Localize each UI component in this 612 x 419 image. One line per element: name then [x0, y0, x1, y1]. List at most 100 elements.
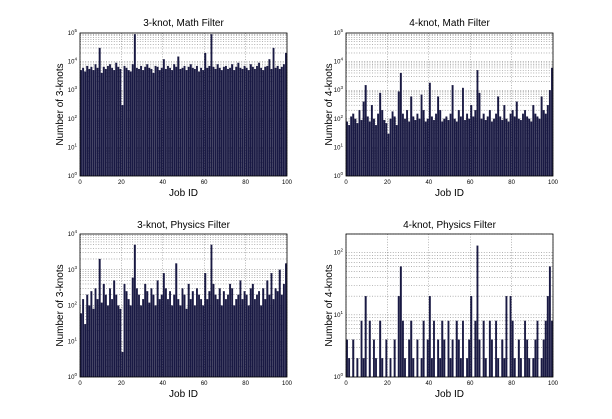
- bar: [501, 120, 504, 177]
- bar: [86, 65, 89, 177]
- bar: [88, 305, 91, 378]
- bar: [98, 258, 101, 378]
- bar: [360, 320, 363, 378]
- bar: [177, 56, 180, 177]
- plot-area: [346, 33, 553, 176]
- bar: [235, 66, 238, 177]
- bar: [441, 320, 444, 378]
- x-tick-labels: 0 20 40 60 80 100: [344, 180, 558, 186]
- bar: [389, 118, 392, 177]
- y-tick-labels: 100 101 102 103 104 105: [334, 28, 344, 180]
- bar: [121, 351, 124, 378]
- x-tick-label: 20: [384, 381, 391, 387]
- bar: [482, 320, 485, 378]
- bar: [546, 296, 549, 378]
- bar: [445, 116, 448, 177]
- bar: [258, 62, 261, 177]
- bar: [470, 105, 473, 177]
- bar: [526, 339, 529, 378]
- bar: [198, 71, 200, 177]
- y-tick-label: 104: [68, 57, 78, 66]
- bar: [519, 358, 522, 378]
- bar: [113, 280, 116, 378]
- bar: [183, 294, 186, 378]
- bar: [370, 105, 373, 177]
- bar: [173, 294, 176, 378]
- bar: [202, 70, 205, 177]
- bar: [260, 305, 263, 378]
- bar: [231, 288, 234, 378]
- bar: [133, 34, 136, 177]
- bar: [490, 339, 493, 378]
- bar: [488, 110, 491, 177]
- bar: [154, 305, 157, 378]
- bar: [106, 65, 109, 177]
- bar: [503, 105, 506, 177]
- axes-frame: [79, 32, 288, 177]
- bar: [472, 116, 475, 177]
- y-tick-label: 103: [68, 85, 78, 94]
- bar: [544, 320, 547, 378]
- bar: [375, 358, 377, 378]
- bar: [129, 71, 132, 177]
- bar: [451, 85, 454, 177]
- bar: [191, 291, 194, 378]
- x-tick-label: 20: [384, 180, 391, 186]
- bar: [420, 358, 423, 378]
- bar: [551, 320, 553, 378]
- bar: [185, 308, 188, 378]
- bar: [381, 110, 384, 177]
- bar: [146, 64, 149, 177]
- bar: [222, 66, 225, 177]
- bar: [179, 305, 182, 378]
- bar: [430, 358, 433, 378]
- y-tick-label: 103: [68, 265, 78, 274]
- bar: [253, 299, 256, 378]
- bar: [231, 64, 234, 177]
- bar: [408, 339, 411, 378]
- bar: [235, 299, 238, 378]
- bar: [175, 263, 178, 378]
- bar: [102, 66, 105, 177]
- x-tick-label: 80: [508, 180, 515, 186]
- bar: [266, 65, 269, 177]
- bar: [428, 82, 431, 177]
- bar: [193, 305, 196, 378]
- bar: [135, 288, 138, 378]
- y-tick-label: 104: [334, 57, 344, 66]
- y-tick-label: 101: [68, 336, 78, 345]
- bar: [381, 358, 384, 378]
- bar: [383, 120, 386, 177]
- y-tick-label: 105: [68, 28, 78, 37]
- bar: [256, 65, 258, 177]
- bar: [144, 66, 147, 177]
- x-axis-label: Job ID: [169, 188, 198, 199]
- bar: [393, 339, 396, 378]
- bar: [133, 244, 136, 378]
- bar: [167, 299, 169, 378]
- bar: [532, 105, 535, 177]
- bar: [164, 68, 167, 177]
- bar: [138, 294, 140, 378]
- bar: [86, 294, 89, 378]
- bar: [478, 92, 481, 177]
- bar: [484, 358, 487, 378]
- bar: [393, 116, 396, 177]
- bar: [532, 358, 535, 378]
- bar: [457, 339, 460, 378]
- bar: [542, 110, 545, 177]
- bar: [239, 67, 242, 177]
- bar: [96, 67, 99, 177]
- bar: [356, 123, 359, 177]
- bar: [135, 67, 138, 177]
- y-tick-label: 100: [334, 372, 344, 381]
- bar: [397, 91, 400, 177]
- bar: [540, 96, 543, 177]
- bar: [501, 339, 504, 378]
- bar: [540, 358, 543, 378]
- bar: [82, 299, 85, 378]
- bar: [189, 299, 192, 378]
- bar: [459, 116, 462, 177]
- bar: [368, 320, 371, 378]
